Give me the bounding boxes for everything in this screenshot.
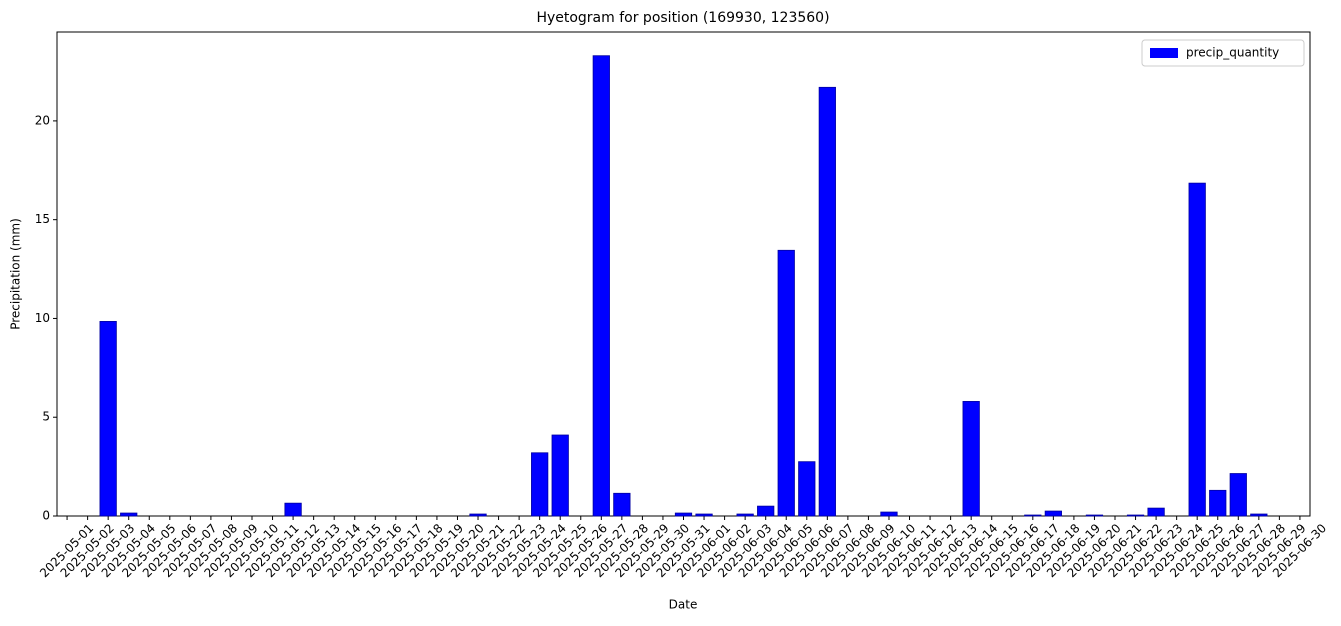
bar [777,249,795,517]
bar [1188,182,1206,517]
bar [1126,514,1145,517]
bar [99,321,117,517]
bar [1209,489,1227,517]
bar [551,434,569,517]
chart-title: Hyetogram for position (169930, 123560) [536,10,829,26]
bar [736,513,754,517]
bar [798,461,816,517]
bar [284,502,302,517]
bar [531,452,549,517]
y-tick-label: 0 [42,509,50,523]
bar [1024,514,1042,517]
bar [1044,510,1062,517]
y-axis-label: Precipitation (mm) [9,218,23,330]
bar [1229,473,1247,517]
bar [757,505,775,517]
bar [695,513,713,517]
bar [962,401,980,517]
bar [1085,514,1104,517]
bar [1147,507,1165,517]
y-tick-label: 20 [35,113,50,127]
bar [818,86,836,517]
x-axis-label: Date [669,598,698,612]
plot-frame [56,31,1311,517]
bar [1250,513,1268,517]
bar [120,512,138,517]
bar [592,55,610,517]
y-tick-label: 5 [42,410,50,424]
legend-label: precip_quantity [1186,46,1279,60]
bar [674,512,693,517]
legend-swatch [1150,48,1178,58]
y-tick-label: 10 [35,311,50,325]
bar [880,511,898,517]
y-tick-label: 15 [35,212,50,226]
bar [469,513,487,517]
legend-box [1141,39,1305,67]
bar [613,492,631,517]
